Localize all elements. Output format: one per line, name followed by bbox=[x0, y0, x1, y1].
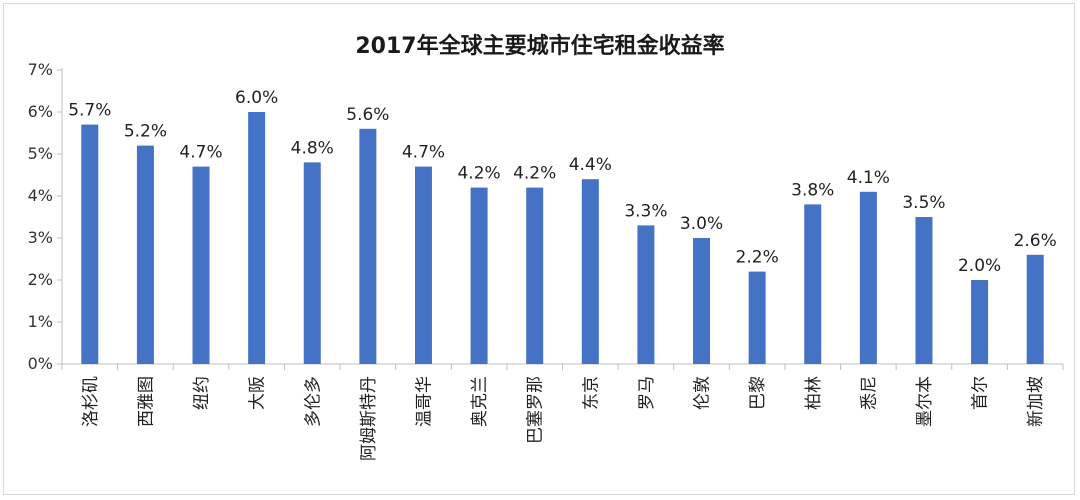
bar bbox=[748, 271, 766, 364]
category-label: 东京 bbox=[581, 376, 601, 410]
category-label: 奥克兰 bbox=[470, 376, 490, 427]
data-label: 4.1% bbox=[847, 168, 890, 188]
category-label: 首尔 bbox=[971, 376, 991, 410]
bar bbox=[581, 179, 599, 364]
bar bbox=[303, 162, 321, 364]
bar bbox=[414, 166, 432, 364]
bar bbox=[1026, 254, 1044, 364]
data-label: 4.8% bbox=[291, 138, 334, 158]
data-label: 3.5% bbox=[902, 193, 945, 213]
data-label: 2.6% bbox=[1014, 231, 1057, 251]
data-label: 3.3% bbox=[624, 201, 667, 221]
bar bbox=[693, 238, 711, 364]
category-label: 伦敦 bbox=[693, 376, 713, 410]
category-label: 纽约 bbox=[192, 376, 212, 410]
chart-title: 2017年全球主要城市住宅租金收益率 bbox=[355, 34, 725, 59]
category-label: 温哥华 bbox=[414, 376, 434, 427]
category-label: 罗马 bbox=[637, 376, 657, 410]
data-label: 4.7% bbox=[402, 143, 445, 163]
bar bbox=[359, 128, 377, 364]
category-label: 巴塞罗那 bbox=[526, 376, 546, 444]
category-label: 西雅图 bbox=[136, 376, 156, 427]
y-tick-label: 4% bbox=[28, 186, 53, 205]
bar bbox=[971, 280, 989, 364]
category-label: 新加坡 bbox=[1026, 376, 1046, 427]
data-label: 5.6% bbox=[346, 105, 389, 125]
data-label: 2.0% bbox=[958, 256, 1001, 276]
category-label: 多伦多 bbox=[303, 376, 323, 427]
data-label: 3.0% bbox=[680, 214, 723, 234]
bar bbox=[915, 217, 933, 364]
bar bbox=[136, 145, 154, 364]
category-label: 柏林 bbox=[804, 376, 824, 410]
y-tick-label: 6% bbox=[28, 102, 53, 121]
data-label: 3.8% bbox=[791, 180, 834, 200]
data-label: 6.0% bbox=[235, 88, 278, 108]
bar bbox=[81, 124, 99, 364]
y-tick-label: 1% bbox=[28, 312, 53, 331]
data-label: 4.7% bbox=[179, 143, 222, 163]
y-tick-label: 0% bbox=[28, 354, 53, 373]
bar bbox=[526, 187, 544, 364]
category-label: 大阪 bbox=[248, 376, 268, 410]
category-label: 阿姆斯特丹 bbox=[359, 376, 379, 461]
data-label: 4.2% bbox=[513, 164, 556, 184]
y-tick-label: 2% bbox=[28, 270, 53, 289]
category-label: 墨尔本 bbox=[915, 376, 935, 427]
bar bbox=[637, 225, 655, 364]
bar bbox=[192, 166, 210, 364]
category-label: 洛杉矶 bbox=[81, 376, 101, 427]
bar bbox=[248, 112, 266, 364]
category-label: 巴黎 bbox=[748, 376, 768, 410]
y-tick-label: 7% bbox=[28, 60, 53, 79]
bar bbox=[470, 187, 488, 364]
y-tick-label: 5% bbox=[28, 144, 53, 163]
data-label: 5.7% bbox=[68, 101, 111, 121]
bar bbox=[804, 204, 822, 364]
data-label: 2.2% bbox=[736, 248, 779, 268]
category-label: 悉尼 bbox=[859, 376, 879, 410]
y-tick-label: 3% bbox=[28, 228, 53, 247]
bar bbox=[859, 191, 877, 364]
data-label: 4.4% bbox=[569, 155, 612, 175]
data-label: 4.2% bbox=[457, 164, 500, 184]
data-label: 5.2% bbox=[124, 122, 167, 142]
